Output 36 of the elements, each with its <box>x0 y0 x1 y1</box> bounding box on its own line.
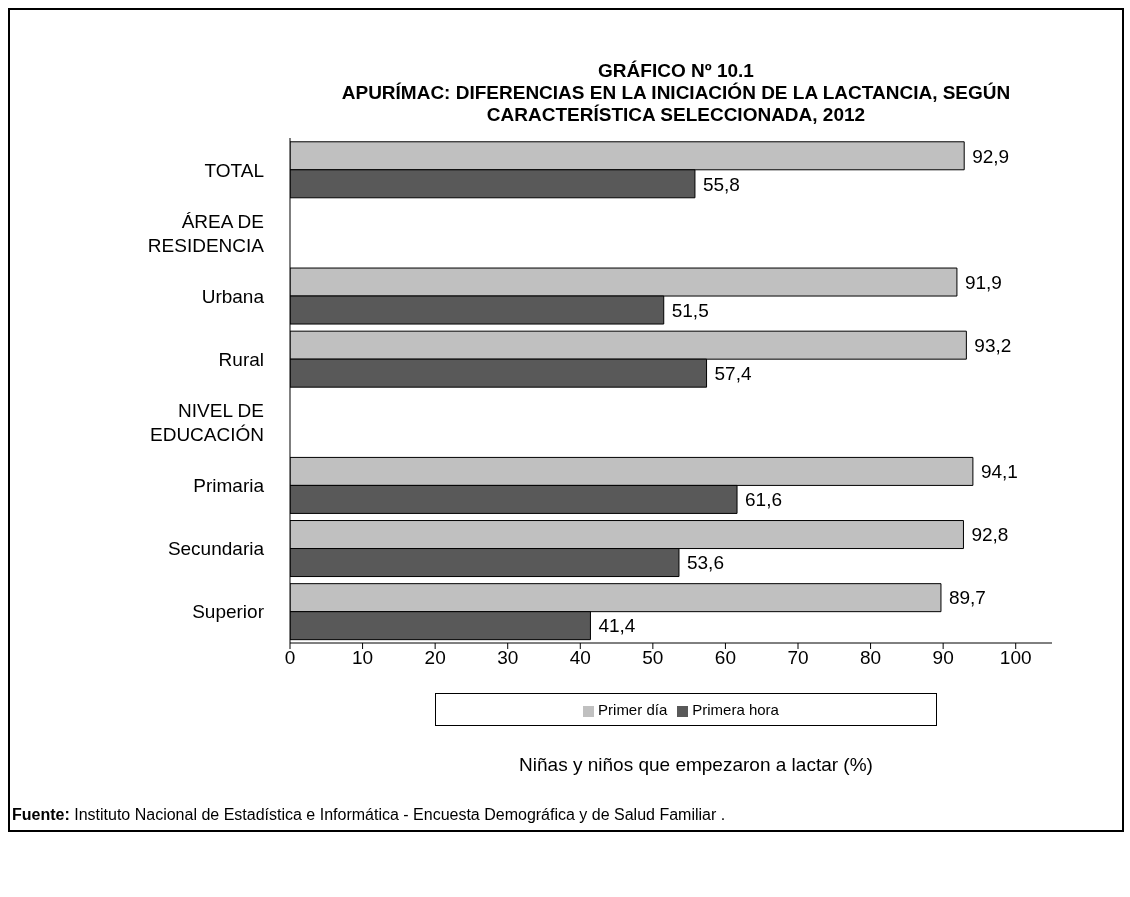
data-label: 41,4 <box>598 615 636 637</box>
data-label: 55,8 <box>702 173 740 195</box>
y-tick-label: TOTAL <box>204 159 264 181</box>
x-tick-label: 60 <box>714 647 736 669</box>
data-label: 53,6 <box>686 552 724 574</box>
x-tick-label: 90 <box>932 647 954 669</box>
y-tick-label: Primaria <box>193 474 265 496</box>
data-label: 51,5 <box>671 299 709 321</box>
data-label: 91,9 <box>964 271 1002 293</box>
y-tick-label: ÁREA DE RESIDENCIA <box>147 210 265 256</box>
y-tick-label: Rural <box>218 348 264 370</box>
x-tick-label: 70 <box>787 647 809 669</box>
data-label: 92,8 <box>971 524 1009 546</box>
chart-title: GRÁFICO Nº 10.1 APURÍMAC: DIFERENCIAS EN LA INICIACIÓN DE LA LACTANCIA, SEGÚN CARACTERÍSTICA SELECCIONADA, 2012 <box>340 60 1012 126</box>
x-tick-label: 0 <box>284 647 296 669</box>
data-label: 93,2 <box>974 334 1012 356</box>
x-tick-label: 80 <box>860 647 882 669</box>
y-tick-label: Urbana <box>201 285 265 307</box>
x-tick-label: 30 <box>497 647 519 669</box>
x-tick-label: 40 <box>569 647 591 669</box>
x-tick-label: 20 <box>424 647 446 669</box>
data-label: 92,9 <box>972 145 1010 167</box>
y-tick-label: Superior <box>192 600 265 622</box>
data-label: 61,6 <box>745 489 783 511</box>
x-tick-label: 50 <box>642 647 664 669</box>
data-label: 94,1 <box>980 461 1018 483</box>
y-tick-label: NIVEL DE EDUCACIÓN <box>149 399 264 445</box>
x-axis-title: Niñas y niños que empezaron a lactar (%) <box>518 754 874 776</box>
legend-label: Primera hora <box>692 701 779 718</box>
legend-label: Primer día <box>598 701 668 718</box>
data-label: 57,4 <box>714 362 752 384</box>
x-tick-label: 100 <box>999 647 1032 669</box>
y-tick-label: Secundaria <box>167 537 265 559</box>
source-note: Fuente: Instituto Nacional de Estadística e Informática - Encuesta Demográfica y de Salud Familiar . <box>11 806 727 825</box>
x-tick-label: 10 <box>352 647 374 669</box>
data-label: 89,7 <box>948 587 986 609</box>
